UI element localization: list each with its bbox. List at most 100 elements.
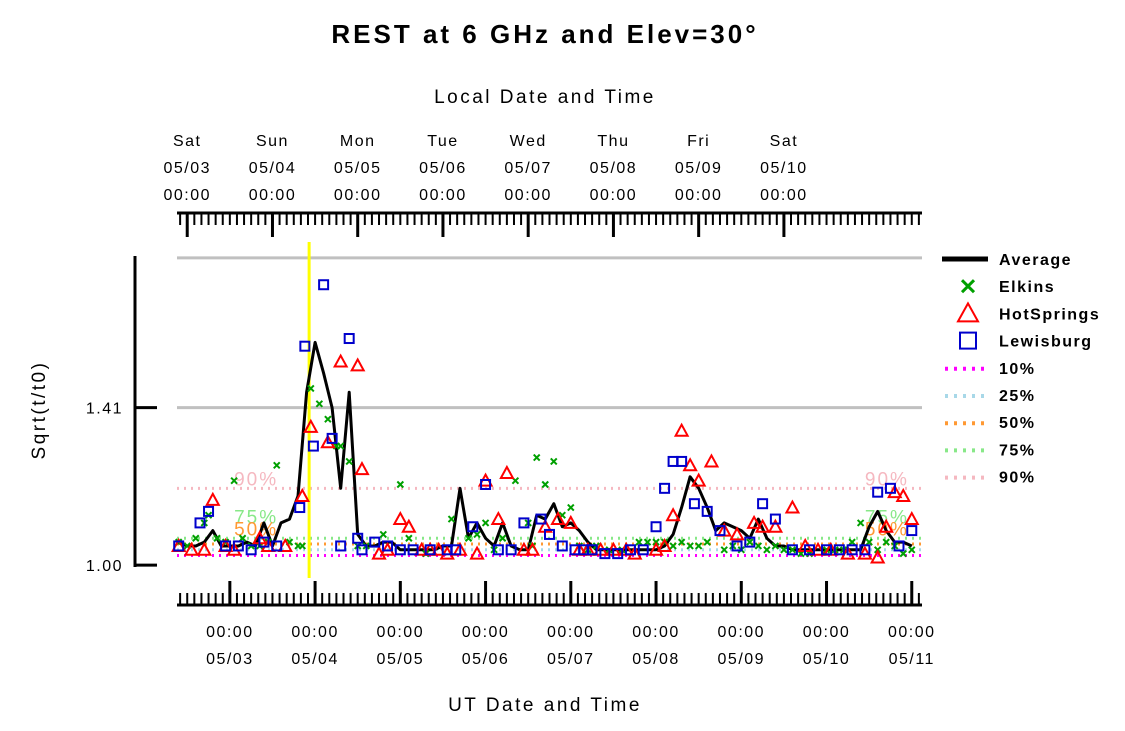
point-elkins bbox=[754, 542, 763, 550]
point-elkins bbox=[298, 542, 307, 550]
point-hotsprings bbox=[379, 541, 396, 556]
top-tick-label: 05/04 bbox=[249, 160, 297, 177]
point-lewisburg bbox=[220, 540, 232, 552]
point-elkins bbox=[780, 546, 788, 554]
bottom-tick-label: 00:00 bbox=[718, 624, 766, 641]
point-hotsprings bbox=[810, 541, 826, 556]
top-tick-label: 05/08 bbox=[590, 160, 638, 177]
top-tick-label: Mon bbox=[340, 133, 376, 150]
legend-swatch-square bbox=[959, 331, 977, 350]
point-lewisburg bbox=[731, 540, 743, 552]
point-elkins bbox=[192, 534, 200, 542]
legend-label: HotSprings bbox=[999, 306, 1100, 323]
point-elkins bbox=[273, 461, 281, 469]
point-hotsprings bbox=[682, 457, 698, 472]
point-elkins bbox=[677, 538, 686, 546]
point-lewisburg bbox=[624, 544, 636, 556]
point-lewisburg bbox=[318, 279, 330, 291]
point-elkins bbox=[746, 538, 754, 546]
legend-label: Elkins bbox=[999, 279, 1055, 296]
point-hotsprings bbox=[729, 526, 745, 541]
top-tick-label: 00:00 bbox=[249, 187, 297, 204]
point-elkins bbox=[635, 538, 643, 546]
point-hotsprings bbox=[260, 537, 276, 552]
point-lewisburg bbox=[467, 521, 479, 533]
y-axis-label: Sqrt(t/t0) bbox=[29, 361, 50, 460]
point-elkins bbox=[533, 453, 541, 462]
point-lewisburg bbox=[612, 548, 624, 560]
point-elkins bbox=[447, 515, 456, 523]
point-lewisburg bbox=[803, 544, 815, 556]
top-tick-label: 05/05 bbox=[334, 160, 382, 177]
point-lewisburg bbox=[335, 540, 347, 552]
top-tick-label: Fri bbox=[687, 133, 710, 150]
point-lewisburg bbox=[203, 505, 215, 517]
point-elkins bbox=[379, 530, 387, 539]
point-elkins bbox=[686, 542, 694, 550]
top-tick-label: 05/09 bbox=[675, 160, 723, 177]
top-tick-label: 00:00 bbox=[419, 187, 467, 204]
point-hotsprings bbox=[887, 484, 903, 499]
bottom-tick-label: 00:00 bbox=[632, 624, 680, 641]
bottom-tick-label: 05/03 bbox=[206, 651, 254, 668]
point-lewisburg bbox=[450, 544, 462, 556]
percentile-label: 90% bbox=[234, 469, 278, 490]
top-tick-label: 00:00 bbox=[163, 187, 211, 204]
point-lewisburg bbox=[650, 521, 662, 533]
point-hotsprings bbox=[895, 487, 911, 503]
point-hotsprings bbox=[277, 537, 293, 552]
point-elkins bbox=[345, 457, 353, 466]
point-hotsprings bbox=[550, 510, 566, 526]
point-lewisburg bbox=[744, 536, 756, 548]
point-lewisburg bbox=[872, 486, 884, 498]
point-lewisburg bbox=[356, 544, 368, 556]
point-elkins bbox=[481, 519, 490, 527]
point-elkins bbox=[856, 519, 865, 527]
point-elkins bbox=[464, 534, 473, 542]
point-lewisburg bbox=[326, 432, 338, 444]
point-hotsprings bbox=[401, 518, 417, 533]
top-tick-label: Sat bbox=[770, 133, 799, 150]
point-hotsprings bbox=[878, 518, 894, 533]
legend-label: Average bbox=[999, 252, 1072, 269]
bottom-tick-label: 00:00 bbox=[377, 624, 425, 641]
point-lewisburg bbox=[394, 544, 406, 556]
point-lewisburg bbox=[757, 498, 769, 510]
point-elkins bbox=[336, 442, 345, 450]
point-elkins bbox=[230, 476, 238, 485]
legend-label: 90% bbox=[999, 470, 1036, 487]
point-elkins bbox=[307, 384, 315, 393]
point-lewisburg bbox=[407, 544, 419, 556]
point-lewisburg bbox=[245, 544, 257, 556]
top-tick-label: 00:00 bbox=[334, 187, 382, 204]
point-hotsprings bbox=[665, 507, 681, 522]
point-hotsprings bbox=[690, 472, 707, 487]
point-lewisburg bbox=[232, 540, 244, 552]
percentile-label: 90% bbox=[865, 469, 909, 490]
point-lewisburg bbox=[786, 544, 798, 556]
point-lewisburg bbox=[906, 525, 918, 537]
legend-label: 50% bbox=[999, 415, 1036, 432]
point-lewisburg bbox=[599, 548, 611, 560]
point-hotsprings bbox=[516, 541, 532, 556]
bottom-tick-label: 00:00 bbox=[462, 624, 510, 641]
point-lewisburg bbox=[821, 544, 833, 556]
point-hotsprings bbox=[469, 545, 485, 560]
top-tick-label: 00:00 bbox=[675, 187, 723, 204]
point-elkins bbox=[498, 534, 507, 542]
point-hotsprings bbox=[205, 491, 221, 506]
point-lewisburg bbox=[535, 513, 547, 525]
top-tick-label: 05/03 bbox=[163, 160, 211, 177]
point-hotsprings bbox=[490, 510, 507, 526]
point-hotsprings bbox=[840, 545, 856, 560]
point-hotsprings bbox=[332, 353, 349, 368]
point-lewisburg bbox=[299, 340, 311, 352]
bottom-tick-label: 05/05 bbox=[377, 651, 425, 668]
top-tick-label: 00:00 bbox=[760, 187, 808, 204]
point-hotsprings bbox=[303, 418, 319, 433]
point-lewisburg bbox=[173, 540, 185, 552]
bottom-tick-label: 00:00 bbox=[291, 624, 339, 641]
legend-swatch-triangle bbox=[956, 301, 980, 323]
point-lewisburg bbox=[343, 333, 355, 345]
point-lewisburg bbox=[893, 540, 905, 552]
